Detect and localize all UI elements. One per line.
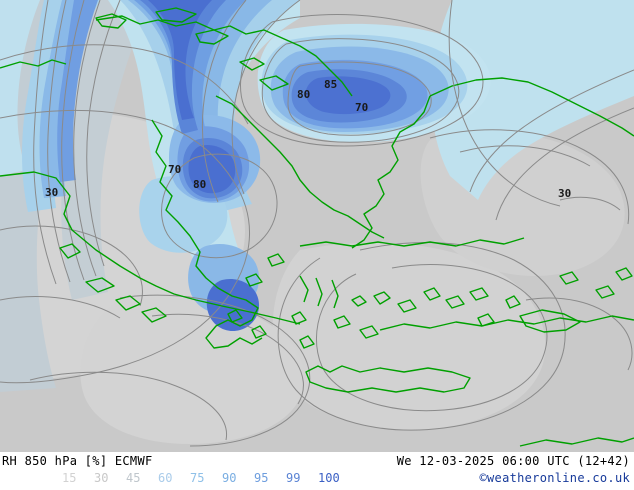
scale-tick: 99 — [286, 471, 301, 485]
weather-map-canvas[interactable]: 30 70 80 80 85 70 30 — [0, 0, 634, 452]
contour-label: 80 — [297, 88, 311, 101]
contour-label: 80 — [193, 178, 207, 191]
map-border-lines — [448, 0, 561, 207]
contour-label: 70 — [355, 101, 369, 114]
band-95c — [57, 0, 98, 182]
band-100 — [148, 0, 212, 120]
scale-tick: 90 — [222, 471, 237, 485]
scale-tick: 15 — [62, 471, 77, 485]
scale-tick: 45 — [126, 471, 141, 485]
model-run-timestamp: We 12-03-2025 06:00 UTC (12+42) — [396, 454, 630, 468]
contour-label: 30 — [558, 187, 572, 200]
coastlines — [0, 7, 634, 447]
scale-tick: 30 — [94, 471, 109, 485]
parameter-title: RH 850 hPa [%] ECMWF — [2, 454, 153, 468]
contour-label: 70 — [168, 163, 182, 176]
band-100b — [188, 144, 236, 194]
copyright-link[interactable]: ©weatheronline.co.uk — [479, 471, 630, 485]
contour-label: 30 — [45, 186, 59, 199]
scale-tick: 95 — [254, 471, 269, 485]
contour-lines — [0, 0, 634, 447]
band-60b — [431, 0, 634, 200]
scale-tick: 75 — [190, 471, 205, 485]
band-45b — [61, 0, 150, 300]
humidity-fill-bands — [0, 0, 634, 444]
band-15d — [80, 296, 305, 444]
scale-tick: 100 — [318, 471, 340, 485]
band-60d — [0, 0, 40, 176]
contour-label: 85 — [324, 78, 338, 91]
scale-tick: 60 — [158, 471, 173, 485]
footer-bar: RH 850 hPa [%] ECMWF We 12-03-2025 06:00… — [0, 452, 634, 490]
band-100c — [305, 76, 391, 115]
map-vector-layer — [0, 0, 634, 447]
